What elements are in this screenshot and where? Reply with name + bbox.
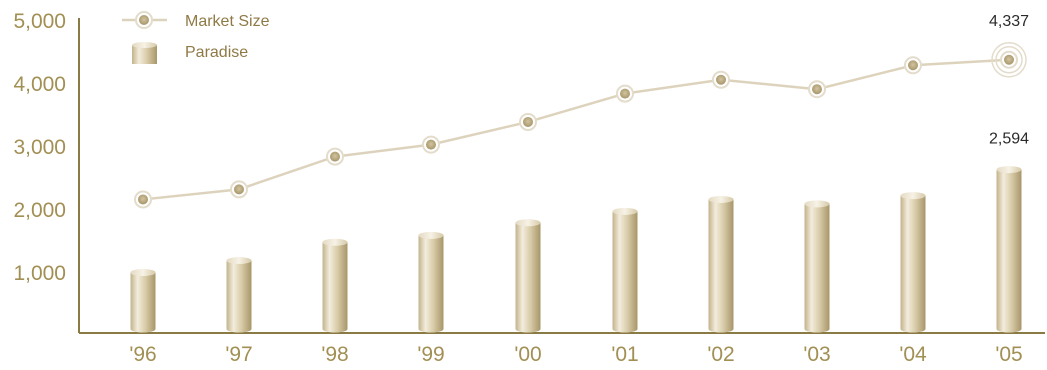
line-point: [426, 139, 436, 150]
bar-cap: [322, 238, 348, 246]
line-point: [234, 184, 244, 195]
line-point: [523, 116, 533, 127]
bar: [418, 231, 444, 333]
y-tick-label: 2,000: [13, 199, 66, 222]
line-point: [620, 88, 630, 99]
bar-body: [322, 242, 348, 329]
bar-body: [996, 169, 1022, 329]
x-tick-labels: '96 '97 '98 '99 '00 '01 '02 '03 '04 '05: [129, 343, 1022, 366]
legend-item-paradise: Paradise: [132, 42, 248, 64]
bar-cap: [996, 166, 1022, 174]
legend-label-paradise: Paradise: [185, 44, 248, 61]
line-point: [716, 74, 726, 85]
line-point: [138, 194, 148, 205]
x-tick-label: '01: [611, 343, 638, 365]
y-tick-labels: 1,000 2,000 3,000 4,000 5,000: [13, 10, 66, 285]
bar-cap: [708, 195, 734, 203]
y-tick-label: 1,000: [13, 262, 66, 285]
x-tick-label: '04: [899, 343, 927, 365]
highlight-ring: [995, 46, 1023, 74]
bar: [996, 166, 1022, 333]
line-point: [908, 60, 918, 71]
bar-body: [612, 211, 638, 329]
legend-marker-dot: [139, 15, 149, 25]
line-point: [812, 84, 822, 95]
legend-bar-icon: [132, 45, 157, 64]
x-tick-label: '05: [995, 343, 1022, 365]
bar-cap: [130, 269, 156, 277]
y-tick-label: 3,000: [13, 136, 66, 159]
bar-body: [900, 195, 926, 329]
bar: [226, 257, 252, 333]
line-point: [330, 151, 340, 162]
bar-body: [708, 199, 734, 329]
bars-series-paradise: [130, 166, 1022, 333]
bar-cap: [418, 231, 444, 239]
x-tick-label: '03: [803, 343, 830, 365]
bar-body: [418, 235, 444, 329]
data-label-market-size-2005: 4,337: [989, 13, 1029, 30]
bar: [612, 207, 638, 333]
bar-cap: [226, 257, 252, 265]
bar: [900, 192, 926, 333]
bar-cap: [804, 200, 830, 208]
line-point: [1004, 54, 1014, 65]
x-tick-label: '98: [321, 343, 348, 365]
x-tick-label: '00: [514, 343, 541, 365]
bar: [708, 195, 734, 333]
line-series-market-size: [134, 42, 1027, 209]
x-tick-label: '96: [129, 343, 156, 365]
legend-item-market-size: Market Size: [122, 11, 270, 30]
bar: [804, 200, 830, 333]
bar: [322, 238, 348, 333]
bar-body: [804, 203, 830, 329]
x-tick-label: '02: [707, 343, 734, 365]
legend-label-market-size: Market Size: [185, 13, 270, 30]
bar: [515, 219, 541, 333]
bar-body: [130, 272, 156, 329]
y-tick-label: 5,000: [13, 10, 66, 33]
x-tick-label: '99: [417, 343, 444, 365]
bar-cap: [900, 192, 926, 200]
bar-cap: [515, 219, 541, 227]
y-tick-label: 4,000: [13, 73, 66, 96]
bar-cap: [612, 207, 638, 215]
series-line: [142, 58, 1010, 201]
bar: [130, 269, 156, 333]
highlight-ring: [991, 42, 1027, 78]
x-tick-label: '97: [225, 343, 252, 365]
legend: Market Size Paradise: [122, 11, 270, 64]
legend-bar-top: [132, 42, 157, 48]
bar-body: [226, 260, 252, 329]
data-label-paradise-2005: 2,594: [989, 131, 1029, 148]
bar-body: [515, 222, 541, 329]
